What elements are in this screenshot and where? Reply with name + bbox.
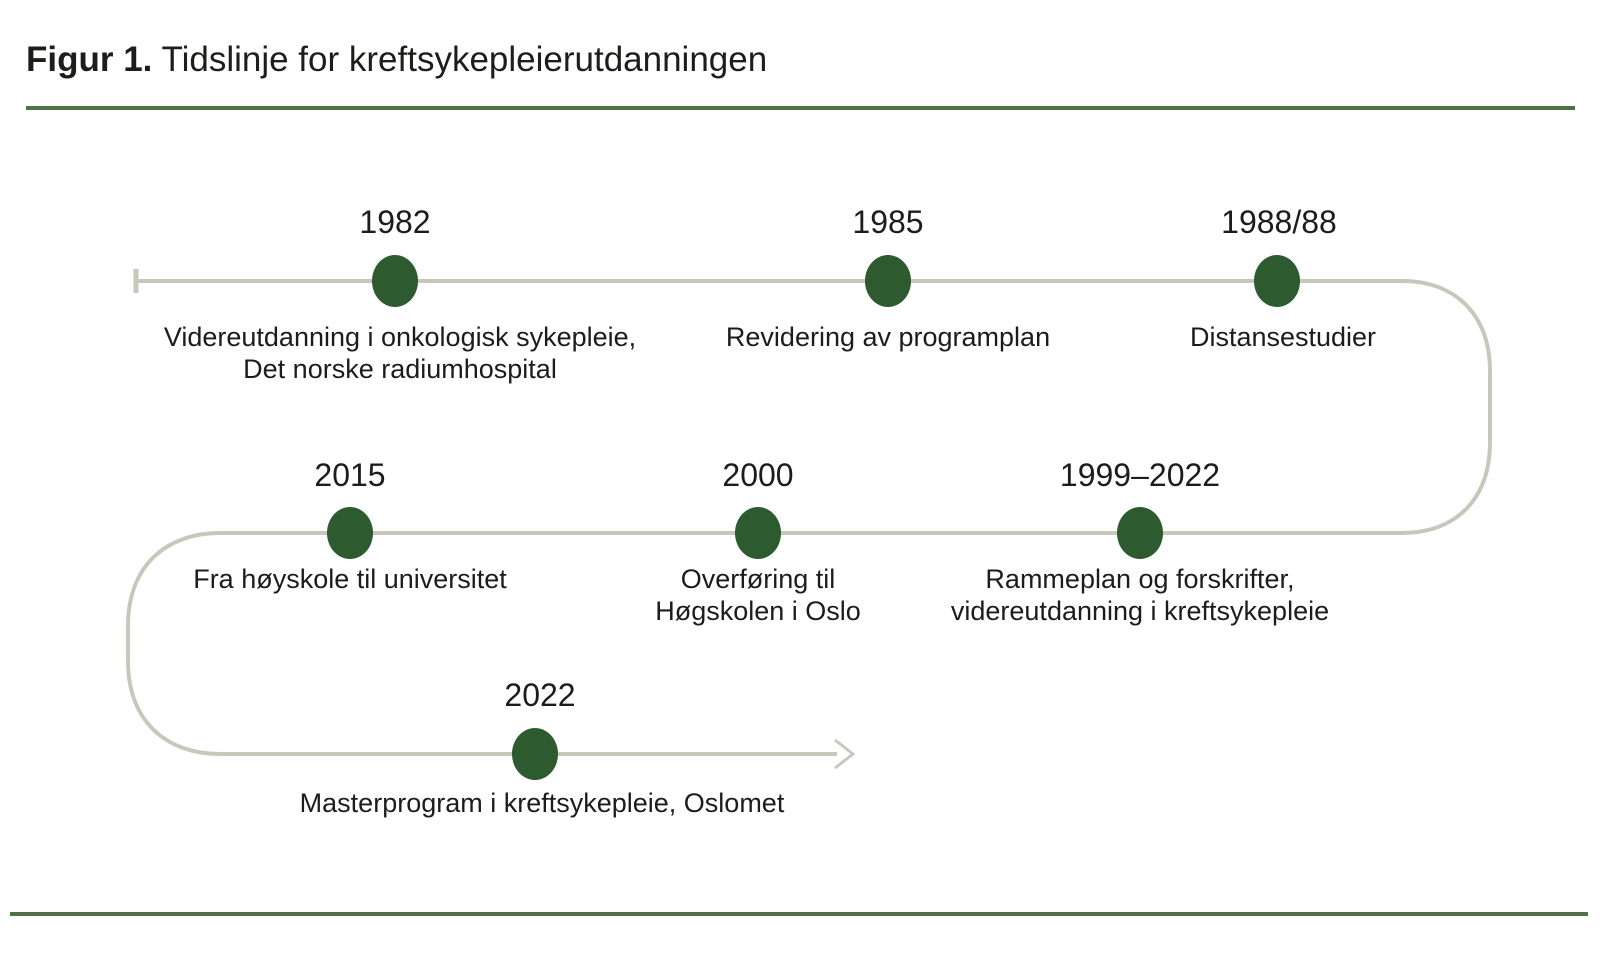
timeline-dot-1982 <box>372 255 418 307</box>
timeline-dot-1999-2022 <box>1117 507 1163 559</box>
event-description: Rammeplan og forskrifter, videreutdannin… <box>951 563 1329 627</box>
event-description: Videreutdanning i onkologisk sykepleie, … <box>164 321 636 385</box>
timeline-arrow-head <box>834 738 856 770</box>
title-rule <box>26 106 1575 110</box>
event-description-line: Høgskolen i Oslo <box>655 596 861 626</box>
event-description: Fra høyskole til universitet <box>193 563 507 595</box>
event-description-line: videreutdanning i kreftsykepleie <box>950 596 1330 626</box>
event-year: 1982 <box>359 204 431 240</box>
event-description-line: Videreutdanning i onkologisk sykepleie, <box>163 322 637 352</box>
event-description: Overføring til Høgskolen i Oslo <box>655 563 861 627</box>
event-description-line: Rammeplan og forskrifter, <box>985 564 1295 594</box>
figure-label: Figur 1. <box>26 40 153 79</box>
timeline-dot-2015 <box>327 507 373 559</box>
event-description-line: Overføring til <box>680 564 836 594</box>
event-description-line: Det norske radiumhospital <box>243 354 557 384</box>
event-description: Revidering av programplan <box>726 321 1050 353</box>
timeline-dot-1985 <box>865 255 911 307</box>
timeline-dot-2022 <box>512 728 558 780</box>
event-year: 1988/88 <box>1221 204 1337 240</box>
figure-title-text: Tidslinje for kreftsykepleierutdanningen <box>161 40 768 79</box>
timeline-dot-2000 <box>735 507 781 559</box>
figure-title: Figur 1. Tidslinje for kreftsykepleierut… <box>26 40 767 80</box>
event-year: 2022 <box>504 677 576 713</box>
event-description-line: Distansestudier <box>1189 322 1377 352</box>
event-year: 2015 <box>314 457 386 493</box>
timeline-path <box>126 279 1492 756</box>
event-description-line: Masterprogram i kreftsykepleie, Oslomet <box>299 788 785 818</box>
event-description-line: Fra høyskole til universitet <box>193 564 507 594</box>
event-description: Masterprogram i kreftsykepleie, Oslomet <box>300 787 785 819</box>
timeline-dot-1988 <box>1254 255 1300 307</box>
bottom-rule <box>10 912 1588 916</box>
event-year: 2000 <box>722 457 794 493</box>
event-description: Distansestudier <box>1190 321 1376 353</box>
event-year: 1999–2022 <box>1059 457 1221 493</box>
event-year: 1985 <box>852 204 924 240</box>
event-description-line: Revidering av programplan <box>725 322 1051 352</box>
